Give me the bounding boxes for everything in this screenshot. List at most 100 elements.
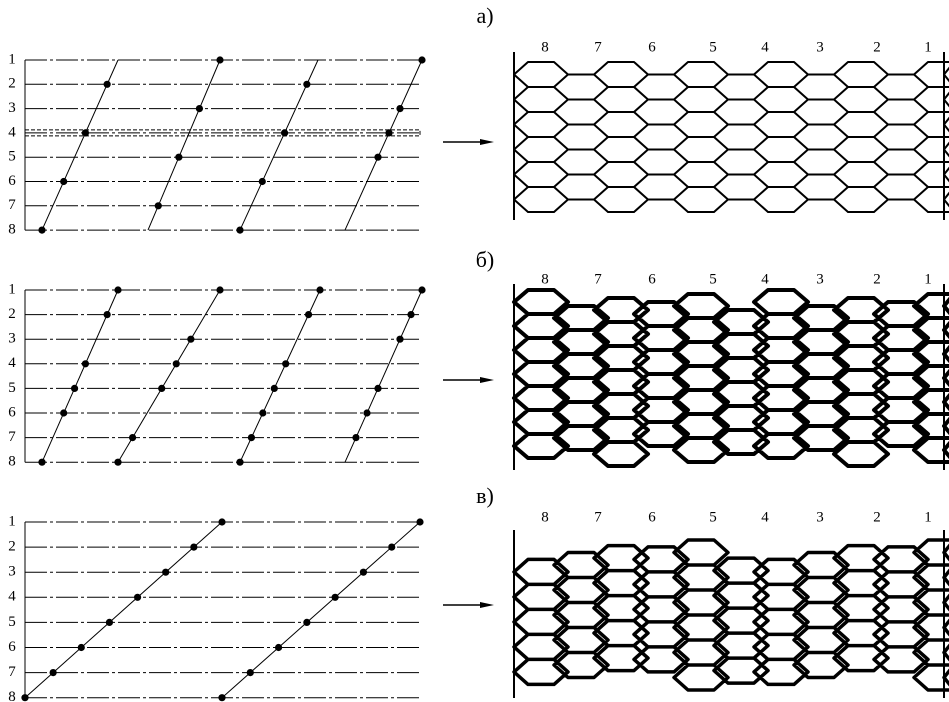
stitch-dot bbox=[187, 335, 195, 343]
stitch-dot bbox=[258, 177, 266, 186]
stitch-dot bbox=[416, 518, 424, 526]
stitch-line bbox=[344, 59, 423, 231]
column-label: 1 bbox=[924, 271, 932, 287]
stitch-dot bbox=[38, 226, 46, 234]
panel-label: б) bbox=[476, 247, 495, 272]
stitch-dot bbox=[60, 409, 68, 417]
row-label: 2 bbox=[8, 76, 16, 92]
row-label: 8 bbox=[8, 454, 16, 470]
stitch-line bbox=[24, 521, 223, 699]
column-label: 2 bbox=[873, 271, 881, 287]
row-label: 2 bbox=[8, 539, 16, 555]
stitch-dot bbox=[77, 643, 85, 652]
stitch-dot bbox=[21, 694, 29, 702]
column-label: 1 bbox=[924, 39, 932, 55]
row-label: 8 bbox=[8, 222, 16, 238]
stitch-dot bbox=[190, 543, 198, 551]
stitch-dot bbox=[49, 669, 57, 677]
stitch-dot bbox=[303, 618, 311, 627]
column-label: 1 bbox=[924, 509, 932, 525]
row-label: 5 bbox=[8, 380, 16, 396]
stitch-dot bbox=[352, 434, 360, 442]
column-label: 7 bbox=[594, 39, 602, 55]
mesh bbox=[513, 61, 949, 213]
stitch-line bbox=[147, 59, 221, 231]
arrow-head bbox=[480, 602, 494, 608]
stitch-dot bbox=[218, 694, 226, 702]
column-label: 3 bbox=[816, 271, 824, 287]
panel-label: в) bbox=[476, 483, 494, 508]
stitch-line bbox=[221, 521, 421, 699]
stitch-dot bbox=[246, 669, 254, 677]
stitch-dot bbox=[418, 286, 426, 294]
stitch-dot bbox=[114, 286, 122, 294]
column-label: 8 bbox=[541, 271, 549, 287]
row-label: 6 bbox=[8, 404, 16, 420]
stitch-line bbox=[239, 59, 319, 231]
row-label: 1 bbox=[8, 513, 16, 529]
row-label: 5 bbox=[8, 149, 16, 165]
column-label: 6 bbox=[648, 509, 656, 525]
stitch-dot bbox=[218, 518, 226, 526]
stitch-dot bbox=[103, 311, 111, 319]
row-label: 3 bbox=[8, 564, 16, 580]
row-label: 1 bbox=[8, 281, 16, 297]
stitch-dot bbox=[70, 384, 79, 392]
stitch-dot bbox=[331, 593, 339, 601]
row-label: 1 bbox=[8, 51, 16, 67]
stitch-dot bbox=[374, 384, 382, 392]
row-label: 4 bbox=[8, 355, 16, 371]
stitch-dot bbox=[282, 360, 290, 368]
column-label: 2 bbox=[873, 39, 881, 55]
stitch-line bbox=[239, 289, 321, 463]
stitch-dot bbox=[274, 643, 283, 652]
stitch-dot bbox=[128, 434, 137, 442]
stitch-dot bbox=[38, 458, 46, 466]
row-label: 6 bbox=[8, 173, 16, 189]
stitch-dot bbox=[103, 80, 111, 88]
row-label: 2 bbox=[8, 306, 16, 322]
stitch-dot bbox=[133, 593, 142, 601]
stitch-line bbox=[344, 289, 423, 463]
column-label: 2 bbox=[873, 509, 881, 525]
stitch-dot bbox=[385, 129, 393, 137]
stitch-dot bbox=[114, 458, 122, 466]
stitch-dot bbox=[105, 618, 114, 627]
stitch-dot bbox=[172, 360, 180, 368]
stitch-dot bbox=[418, 56, 426, 64]
column-label: 7 bbox=[594, 509, 602, 525]
column-label: 5 bbox=[709, 39, 717, 55]
stitch-dot bbox=[158, 384, 166, 392]
column-label: 4 bbox=[761, 509, 769, 525]
stitch-line bbox=[117, 289, 221, 463]
stitch-dot bbox=[359, 568, 368, 576]
arrow-head bbox=[480, 139, 494, 145]
stitch-dot bbox=[270, 384, 278, 392]
row-label: 7 bbox=[8, 429, 16, 445]
stitch-dot bbox=[175, 153, 183, 161]
row-label: 4 bbox=[8, 124, 16, 140]
stitch-dot bbox=[236, 226, 244, 234]
stitch-dot bbox=[60, 177, 68, 186]
stitch-dot bbox=[247, 434, 256, 442]
stitch-dot bbox=[195, 105, 204, 113]
stitch-dot bbox=[81, 360, 90, 368]
column-label: 6 bbox=[648, 39, 656, 55]
stitch-dot bbox=[374, 153, 382, 161]
column-label: 3 bbox=[816, 509, 824, 525]
row-label: 7 bbox=[8, 197, 16, 213]
row-label: 5 bbox=[8, 614, 16, 630]
stitch-dot bbox=[81, 129, 90, 137]
row-label: 3 bbox=[8, 100, 16, 116]
arrow-head bbox=[480, 377, 494, 383]
mesh bbox=[512, 288, 949, 468]
panel-label: а) bbox=[476, 3, 493, 28]
stitch-dot bbox=[316, 286, 324, 294]
row-label: 3 bbox=[8, 331, 16, 347]
row-label: 7 bbox=[8, 664, 16, 680]
stitch-dot bbox=[259, 409, 267, 417]
stitch-dot bbox=[216, 56, 224, 64]
column-label: 3 bbox=[816, 39, 824, 55]
row-label: 4 bbox=[8, 589, 16, 605]
